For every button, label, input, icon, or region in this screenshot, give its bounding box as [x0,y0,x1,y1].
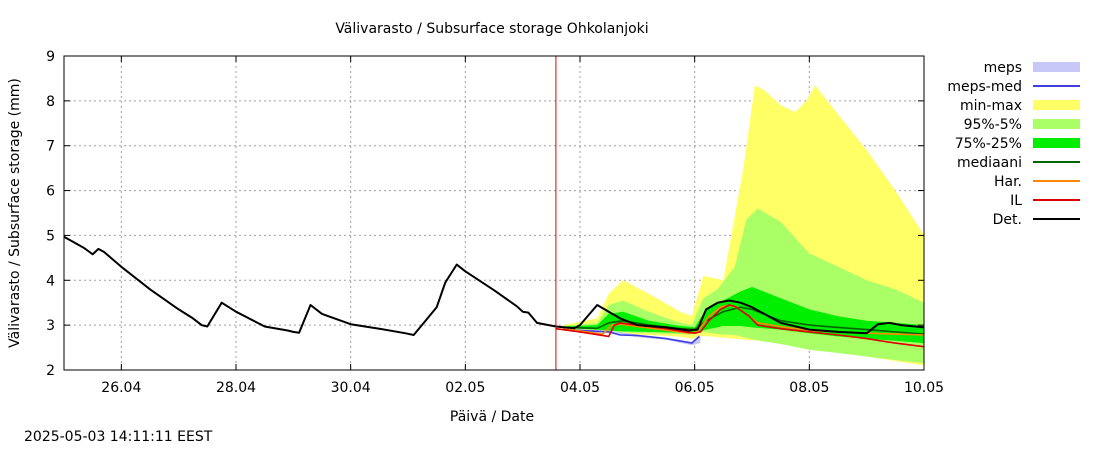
x-tick-label: 02.05 [445,380,485,396]
legend-label: 75%-25% [955,136,1022,152]
x-axis-label: Päivä / Date [450,409,534,425]
footer-timestamp: 2025-05-03 14:11:11 EEST [24,429,213,445]
legend-swatch [1033,119,1080,129]
x-tick-label: 04.05 [560,380,600,396]
y-tick-label: 4 [46,273,55,289]
x-tick-label: 08.05 [789,380,829,396]
legend-label: Det. [993,212,1022,228]
legend-swatch [1033,138,1080,148]
chart-title: Välivarasto / Subsurface storage Ohkolan… [335,21,648,37]
y-tick-label: 6 [46,184,55,200]
legend-label: meps [984,60,1022,76]
y-tick-label: 2 [46,363,55,379]
legend-label: min-max [960,98,1022,114]
y-tick-label: 8 [46,94,55,110]
y-tick-label: 5 [46,228,55,244]
legend-label: meps-med [947,79,1022,95]
y-tick-label: 9 [46,49,55,65]
legend-label: mediaani [957,155,1022,171]
legend: meps meps-med min-max 95%-5% 75%-25% mediaani… [947,60,1080,228]
legend-label: Har. [994,174,1022,190]
legend-label: 95%-5% [964,117,1022,133]
series-il [555,304,925,348]
legend-swatch [1033,100,1080,110]
x-tick-label: 26.04 [101,380,141,396]
y-ticks: 2 3 4 5 6 7 8 9 [46,49,924,379]
y-tick-label: 7 [46,139,55,155]
legend-swatch [1033,62,1080,72]
x-tick-label: 06.05 [675,380,715,396]
lines [63,235,925,348]
x-ticks: 26.04 28.04 30.04 02.05 04.05 06.05 08.05 10.05 [101,56,944,396]
legend-label: IL [1010,193,1022,209]
series-meps-med [562,328,700,344]
x-tick-label: 28.04 [216,380,256,396]
x-tick-label: 10.05 [904,380,944,396]
plot-frame [63,55,925,371]
y-axis-label: Välivarasto / Subsurface storage (mm) [7,78,23,348]
series-det [63,235,925,336]
y-tick-label: 3 [46,318,55,334]
x-tick-label: 30.04 [331,380,371,396]
series-mediaani [562,306,925,335]
